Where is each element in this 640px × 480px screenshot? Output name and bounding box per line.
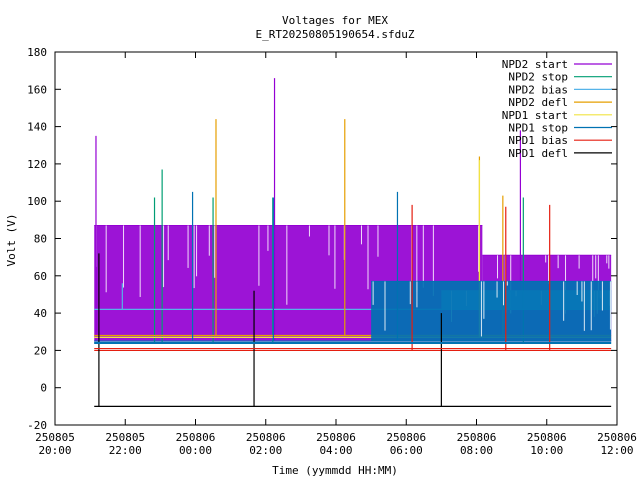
axis-layer: -2002040608010012014016018025080520:0025… xyxy=(27,46,637,457)
x-tick-label-time: 12:00 xyxy=(600,444,633,457)
y-tick-label: 120 xyxy=(27,158,47,171)
legend-label: NPD1 stop xyxy=(508,122,568,135)
series-npd1-bias xyxy=(94,204,612,351)
legend-label: NPD2 start xyxy=(502,58,568,71)
x-tick-label-time: 22:00 xyxy=(109,444,142,457)
y-tick-label: 20 xyxy=(34,344,47,357)
x-tick-label-time: 20:00 xyxy=(38,444,71,457)
y-tick-label: 80 xyxy=(34,233,47,246)
legend-label: NPD2 stop xyxy=(508,71,568,84)
legend-label: NPD2 defl xyxy=(508,96,568,109)
x-tick-label-date: 250805 xyxy=(35,431,75,444)
legend-label: NPD2 bias xyxy=(508,83,568,96)
legend-label: NPD1 defl xyxy=(508,147,568,160)
y-tick-label: 0 xyxy=(40,382,47,395)
x-tick-label-date: 250806 xyxy=(457,431,497,444)
x-tick-label-date: 250806 xyxy=(527,431,567,444)
x-tick-label-date: 250806 xyxy=(246,431,286,444)
x-tick-label-time: 04:00 xyxy=(319,444,352,457)
x-tick-label-time: 10:00 xyxy=(530,444,563,457)
x-tick-label-time: 08:00 xyxy=(460,444,493,457)
y-tick-label: 140 xyxy=(27,121,47,134)
y-tick-label: 180 xyxy=(27,46,47,59)
x-tick-label-date: 250806 xyxy=(316,431,356,444)
y-tick-label: 60 xyxy=(34,270,47,283)
y-axis-label: Volt (V) xyxy=(5,214,18,267)
x-tick-label-date: 250806 xyxy=(386,431,426,444)
legend-label: NPD1 start xyxy=(502,109,568,122)
legend-label: NPD1 bias xyxy=(508,134,568,147)
y-tick-label: -20 xyxy=(27,419,47,432)
x-tick-label-date: 250806 xyxy=(597,431,637,444)
x-tick-label-time: 02:00 xyxy=(249,444,282,457)
series-npd1-stop xyxy=(94,191,612,342)
x-axis-label: Time (yymmdd HH:MM) xyxy=(272,464,398,477)
y-tick-label: 40 xyxy=(34,307,47,320)
x-tick-label-time: 00:00 xyxy=(179,444,212,457)
x-tick-label-time: 06:00 xyxy=(390,444,423,457)
chart-title: Voltages for MEX xyxy=(282,14,388,27)
chart-subtitle: E_RT20250805190654.sfduZ xyxy=(256,28,415,41)
y-tick-label: 100 xyxy=(27,195,47,208)
y-tick-label: 160 xyxy=(27,83,47,96)
x-tick-label-date: 250806 xyxy=(176,431,216,444)
series-band xyxy=(371,281,612,342)
x-tick-label-date: 250805 xyxy=(105,431,145,444)
data-layer xyxy=(94,78,612,407)
